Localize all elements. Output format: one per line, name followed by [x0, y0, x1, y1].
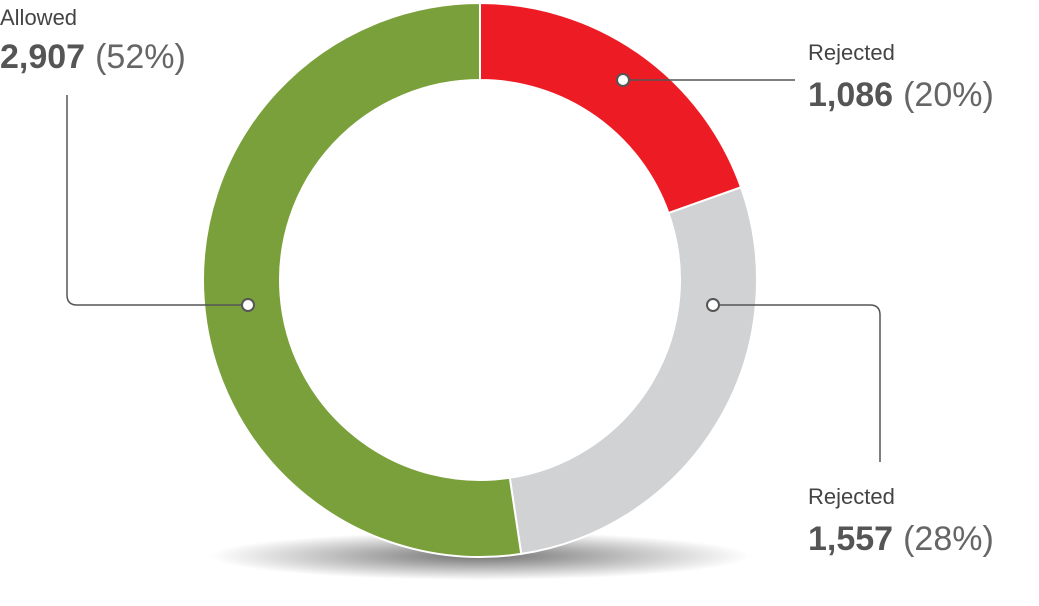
- slice: [202, 1, 523, 558]
- percent-label: (28%): [903, 520, 994, 558]
- leader-dot: [706, 298, 720, 312]
- count-label: 2,907: [0, 38, 85, 76]
- percent-label: (20%): [903, 76, 994, 114]
- leader-dot: [241, 298, 255, 312]
- callouts: Rejected 1,086 (20%) Rejected 1,557 (28%) Allo…: [0, 5, 994, 558]
- slice: [479, 1, 743, 215]
- count-label: 1,086: [808, 76, 893, 114]
- value-label: 2,907 (52%): [0, 38, 186, 76]
- leader-line: [713, 304, 881, 462]
- category-label: Rejected: [808, 40, 895, 65]
- leader-line: [66, 95, 248, 306]
- count-label: 1,557: [808, 520, 893, 558]
- value-label: 1,557 (28%): [808, 520, 994, 558]
- donut: [202, 1, 758, 558]
- value-label: 1,086 (20%): [808, 76, 994, 114]
- category-label: Allowed: [0, 5, 77, 30]
- percent-label: (52%): [95, 38, 186, 76]
- leader-dot: [616, 73, 630, 87]
- slice: [508, 185, 758, 556]
- category-label: Rejected: [808, 484, 895, 509]
